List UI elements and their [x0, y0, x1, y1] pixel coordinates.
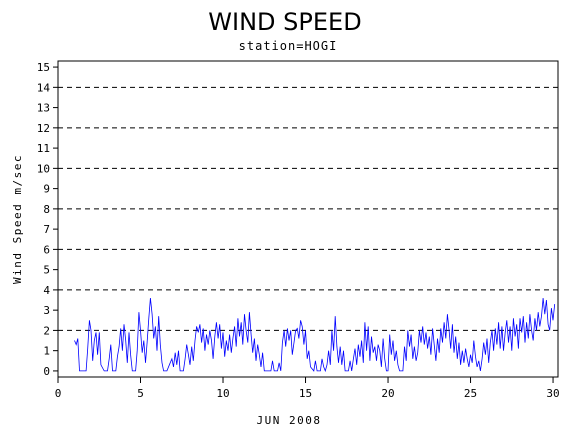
x-tick-label: 15 — [299, 387, 312, 400]
x-tick-label: 20 — [381, 387, 394, 400]
y-tick-label: 12 — [37, 122, 50, 135]
y-tick-label: 7 — [43, 223, 50, 236]
y-tick-label: 4 — [43, 284, 50, 297]
chart-title: WIND SPEED — [208, 8, 361, 36]
x-axis-label: JUN 2008 — [257, 414, 322, 427]
y-tick-label: 11 — [37, 142, 50, 155]
y-tick-label: 8 — [43, 203, 50, 216]
y-tick-label: 6 — [43, 243, 50, 256]
y-tick-label: 3 — [43, 304, 50, 317]
y-tick-label: 2 — [43, 324, 50, 337]
y-axis-label: Wind Speed m/sec — [11, 154, 24, 284]
plot-frame — [57, 60, 559, 378]
y-tick-label: 5 — [43, 264, 50, 277]
x-tick-label: 30 — [546, 387, 559, 400]
x-tick-label: 0 — [55, 387, 62, 400]
x-tick-label: 25 — [464, 387, 477, 400]
y-tick-label: 1 — [43, 345, 50, 358]
x-tick-label: 10 — [216, 387, 229, 400]
wind-speed-series-line — [74, 297, 556, 373]
y-tick-label: 15 — [37, 61, 50, 74]
reference-lines — [58, 86, 558, 331]
chart-subtitle: station=HOGI — [239, 39, 338, 53]
y-tick-label: 0 — [43, 365, 50, 378]
x-tick-label: 5 — [137, 387, 144, 400]
y-tick-label: 13 — [37, 102, 50, 115]
x-axis-ticks: 0 5 10 15 20 25 30 — [55, 377, 560, 400]
y-tick-label: 9 — [43, 183, 50, 196]
y-tick-label: 14 — [37, 81, 51, 94]
y-tick-label: 10 — [37, 162, 50, 175]
